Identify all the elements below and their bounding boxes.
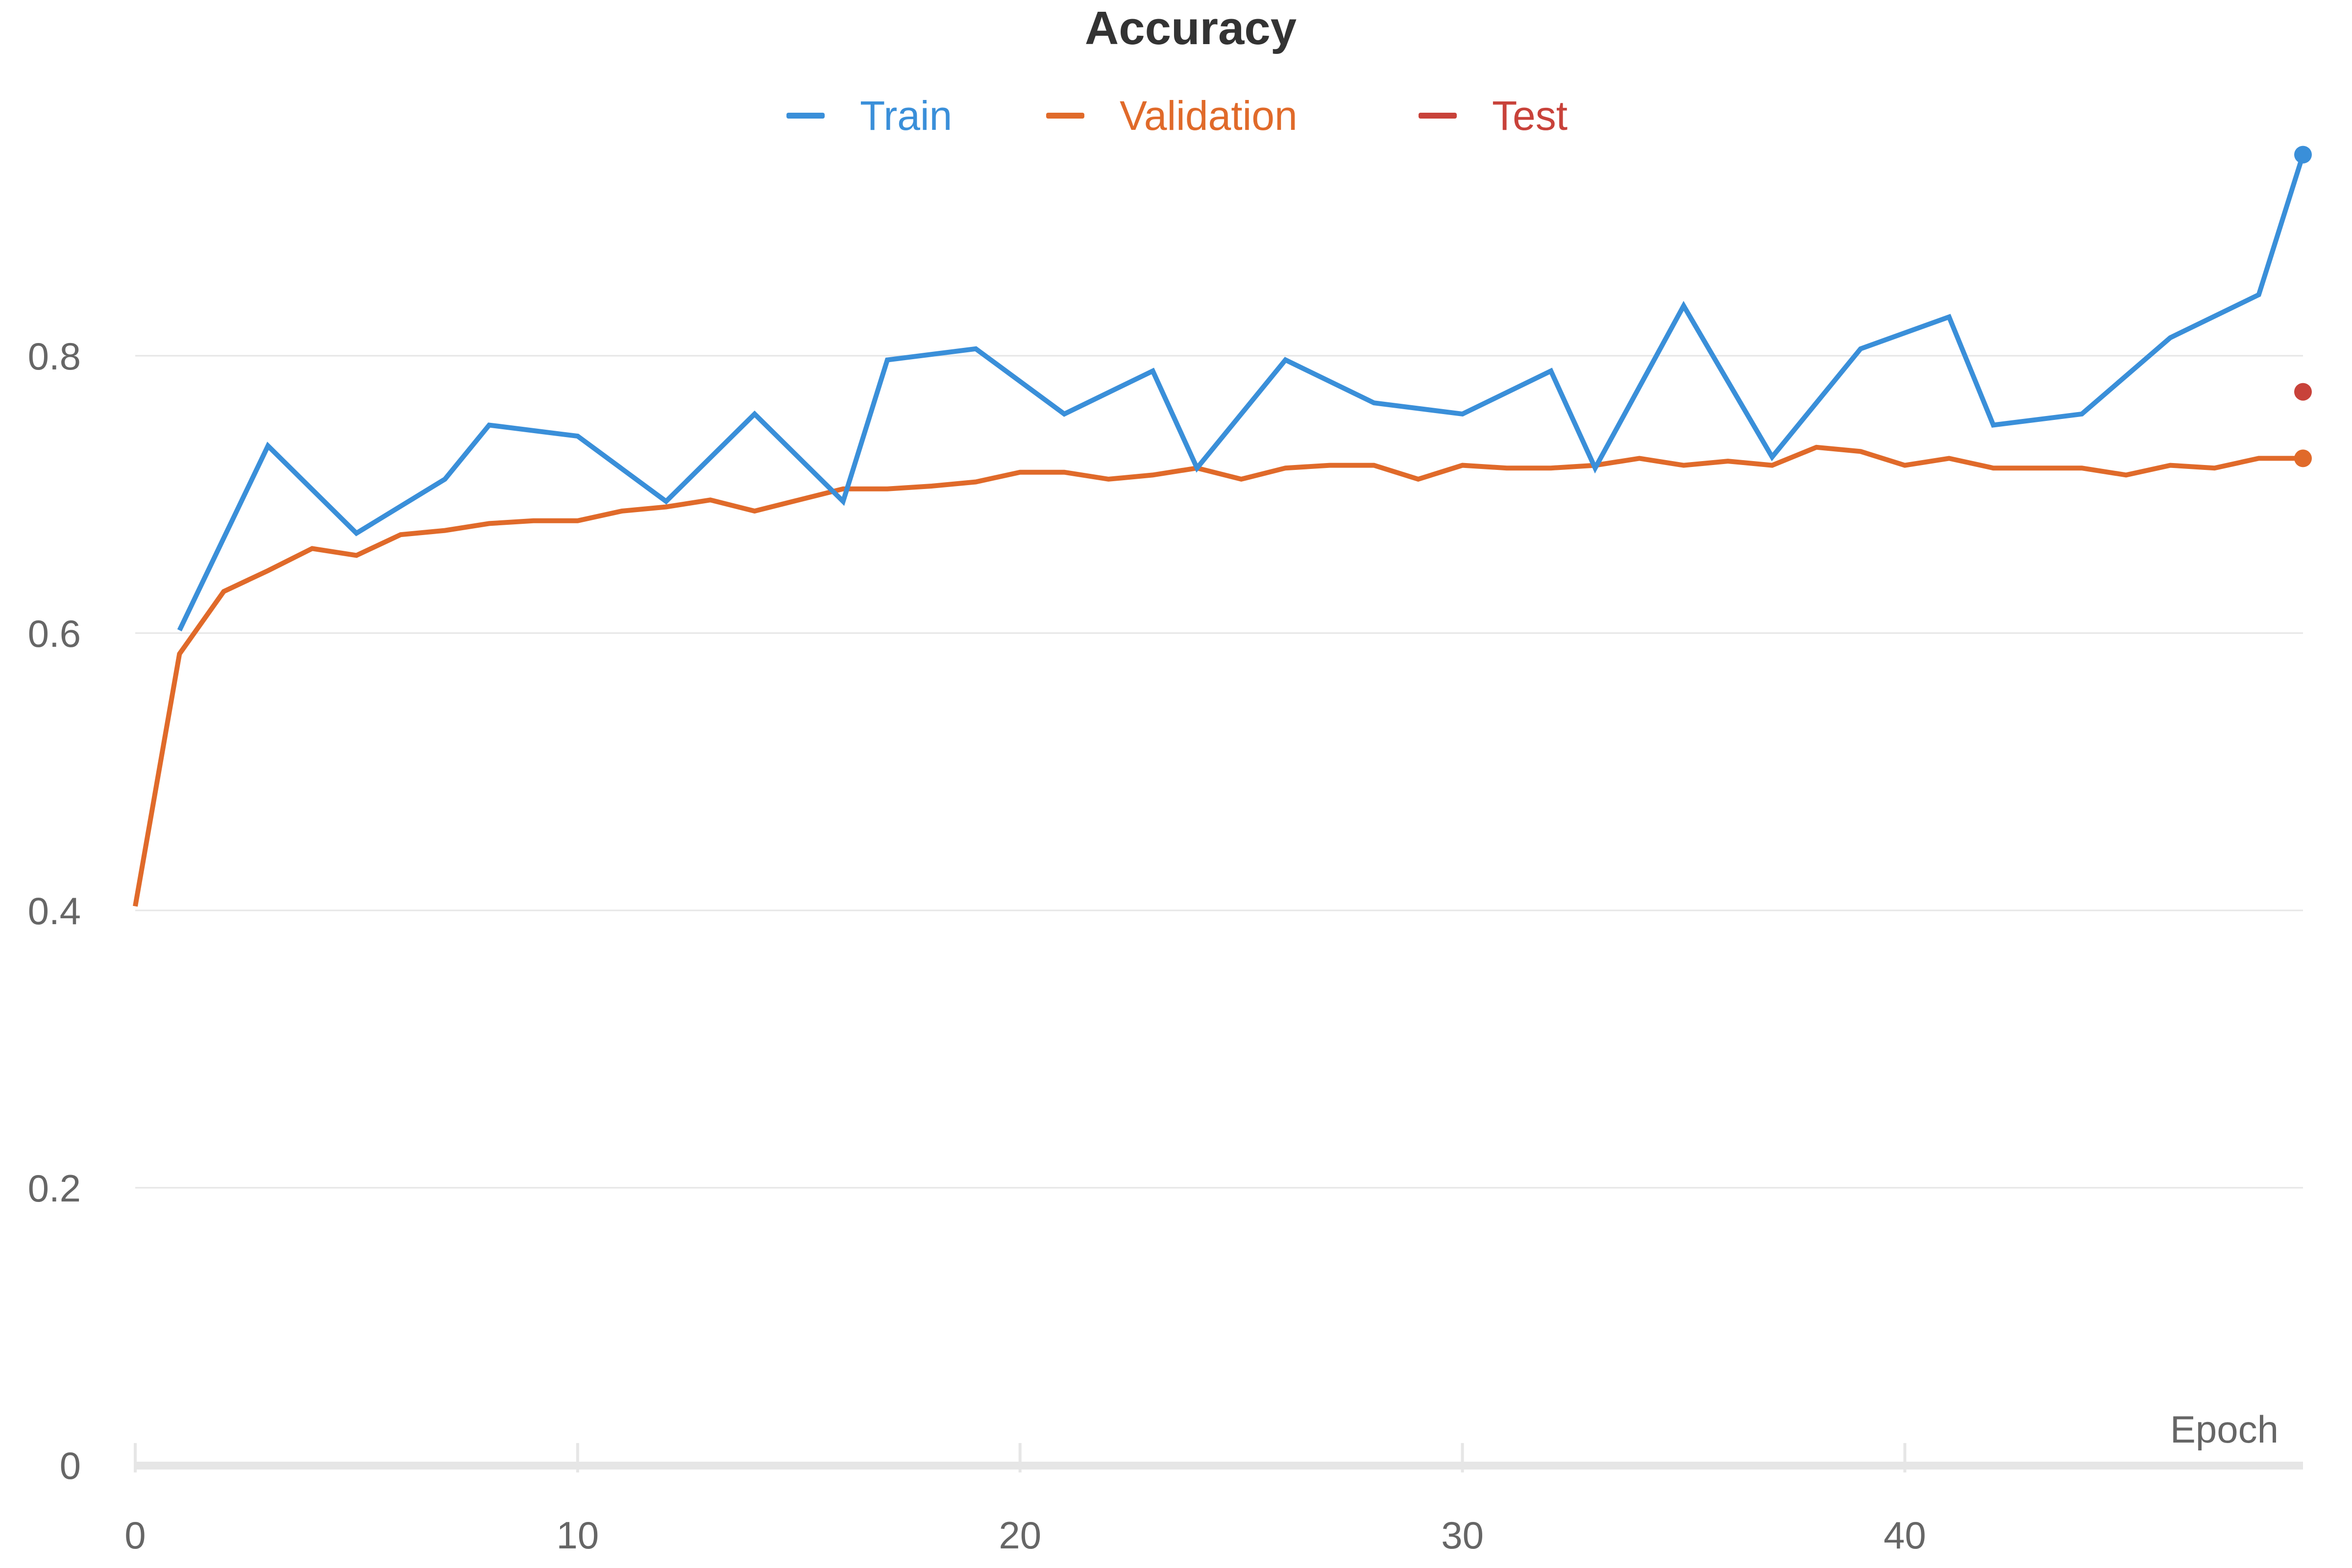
- train-end-point[interactable]: [2294, 146, 2312, 164]
- x-tick-label: 20: [999, 1514, 1041, 1557]
- y-tick-label: 0.4: [28, 889, 81, 932]
- y-tick-label: 0.2: [28, 1167, 81, 1210]
- y-tick-label: 0.6: [28, 612, 81, 655]
- x-axis-tick-labels: 0 10 20 30 40: [124, 1514, 1926, 1557]
- validation-end-point[interactable]: [2294, 449, 2312, 467]
- legend-label-train: Train: [860, 93, 952, 139]
- series-validation: [133, 444, 2312, 907]
- x-axis-title: Epoch: [2170, 1408, 2278, 1451]
- x-axis-baseline: [135, 1462, 2303, 1470]
- legend-swatch-test: [1419, 113, 1457, 119]
- train-line[interactable]: [177, 154, 2305, 632]
- gridlines: [135, 355, 2303, 1189]
- chart-title: Accuracy: [1085, 2, 1297, 54]
- validation-line[interactable]: [133, 444, 2303, 907]
- legend-item-validation[interactable]: Validation: [1046, 93, 1298, 139]
- y-tick-label: 0.8: [28, 335, 81, 378]
- plot-area: [133, 146, 2312, 907]
- legend-item-test[interactable]: Test: [1419, 93, 1568, 139]
- x-axis: [134, 1443, 2303, 1472]
- x-tick-label: 30: [1441, 1514, 1484, 1557]
- legend-label-test: Test: [1492, 93, 1568, 139]
- x-tick-label: 0: [124, 1514, 146, 1557]
- x-tick-label: 10: [556, 1514, 599, 1557]
- legend-swatch-train: [786, 113, 825, 119]
- y-tick-label: 0: [60, 1444, 81, 1487]
- series-train: [177, 146, 2312, 632]
- legend[interactable]: Train Validation Test: [786, 93, 1568, 139]
- legend-label-validation: Validation: [1120, 93, 1298, 139]
- x-tick-label: 40: [1884, 1514, 1926, 1557]
- series-test: [2294, 383, 2312, 401]
- legend-swatch-validation: [1046, 113, 1084, 119]
- test-end-point[interactable]: [2294, 383, 2312, 401]
- y-axis-tick-labels: 0 0.2 0.4 0.6 0.8: [28, 335, 81, 1487]
- legend-item-train[interactable]: Train: [786, 93, 952, 139]
